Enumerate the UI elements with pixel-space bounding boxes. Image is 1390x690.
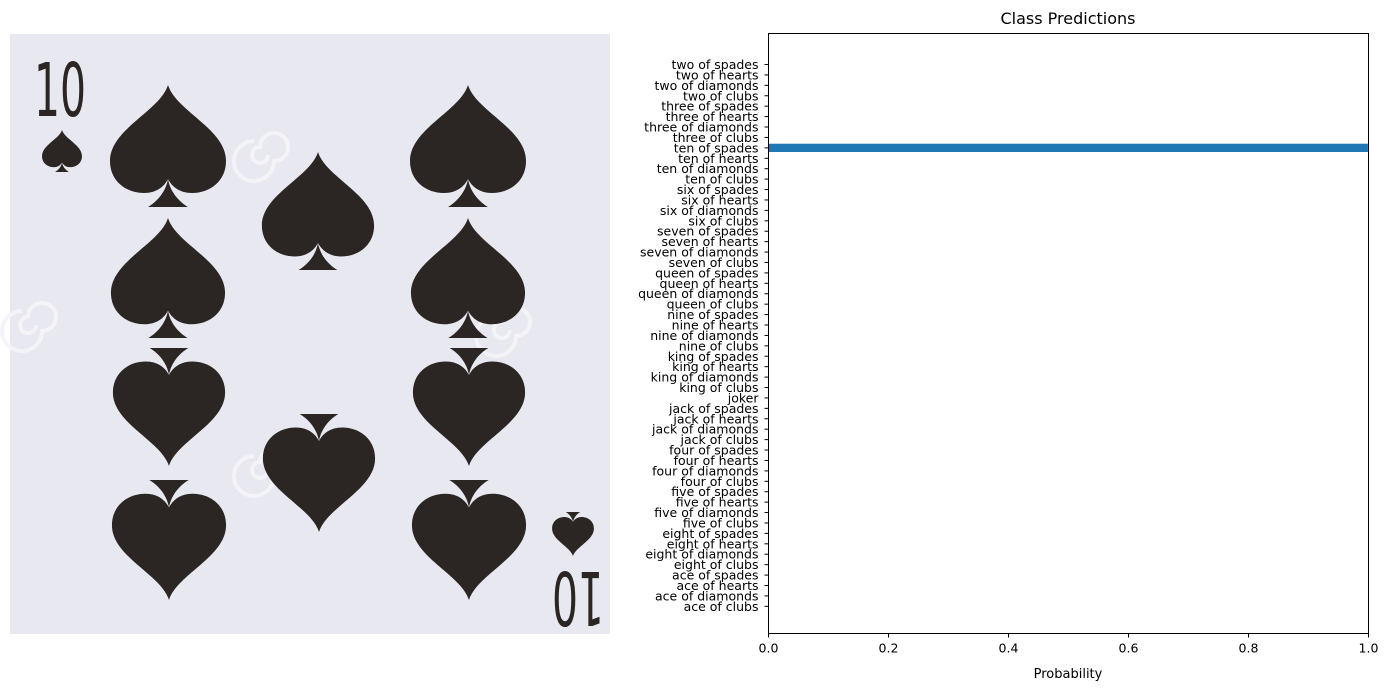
y-tick-label: jack of hearts: [672, 411, 758, 426]
y-tick-label: seven of spades: [657, 224, 758, 239]
y-tick-label: ten of hearts: [678, 151, 758, 166]
y-tick-label: five of diamonds: [654, 505, 758, 520]
y-tick-label: ace of clubs: [684, 599, 759, 614]
y-tick-label: eight of clubs: [674, 557, 759, 572]
x-tick-label: 0.4: [999, 641, 1019, 656]
y-tick-label: seven of diamonds: [640, 245, 758, 260]
y-tick-label: six of spades: [677, 182, 759, 197]
y-tick-label: nine of spades: [667, 307, 758, 322]
y-tick-label: five of clubs: [683, 515, 759, 530]
y-tick-label: four of hearts: [674, 453, 759, 468]
y-tick-label: three of clubs: [673, 130, 759, 145]
card-rank-bottom: 10: [552, 554, 604, 640]
y-tick-label: eight of spades: [662, 526, 758, 541]
y-tick-label: king of hearts: [672, 359, 758, 374]
x-tick-label: 0.6: [1119, 641, 1139, 656]
y-tick-label: ten of clubs: [685, 172, 758, 187]
y-tick-label: ten of diamonds: [657, 161, 759, 176]
chart-title: Class Predictions: [1001, 9, 1136, 28]
y-tick-label: joker: [727, 390, 760, 405]
y-tick-label: nine of hearts: [672, 318, 759, 333]
y-tick-label: king of clubs: [679, 380, 758, 395]
y-tick-label: two of hearts: [676, 67, 759, 82]
y-tick-label: nine of diamonds: [650, 328, 758, 343]
y-tick-label: jack of spades: [668, 401, 758, 416]
y-tick-label: four of spades: [669, 443, 758, 458]
y-tick-label: queen of diamonds: [638, 286, 758, 301]
plot-frame: [768, 33, 1369, 634]
y-tick-label: three of spades: [661, 99, 758, 114]
y-tick-label: queen of spades: [655, 265, 758, 280]
bars-layer: [768, 143, 1368, 153]
y-tick-label: king of spades: [668, 349, 759, 364]
y-tick-label: jack of clubs: [680, 432, 759, 447]
y-tick-label: six of clubs: [688, 213, 758, 228]
y-tick-label: eight of diamonds: [645, 547, 758, 562]
y-tick-label: five of spades: [671, 484, 758, 499]
y-tick-label: four of diamonds: [652, 463, 758, 478]
x-tick-label: 0.2: [879, 641, 899, 656]
y-tick-label: three of hearts: [666, 109, 759, 124]
bar: [768, 143, 1368, 153]
y-tick-label: two of spades: [671, 57, 758, 72]
y-tick-label: queen of hearts: [660, 276, 759, 291]
y-tick-label: king of diamonds: [651, 370, 759, 385]
y-tick-label: ten of spades: [674, 140, 759, 155]
x-axis-label: Probability: [1034, 667, 1103, 682]
y-tick-label: ace of diamonds: [655, 588, 758, 603]
y-tick-label: two of clubs: [683, 88, 758, 103]
y-tick-label: seven of hearts: [661, 234, 758, 249]
y-tick-label: four of clubs: [681, 474, 759, 489]
y-tick-label: six of diamonds: [660, 203, 759, 218]
x-tick-label: 1.0: [1359, 641, 1379, 656]
y-tick-label: ace of hearts: [676, 578, 758, 593]
y-tick-label: seven of clubs: [669, 255, 759, 270]
y-tick-label: three of diamonds: [644, 120, 758, 135]
y-tick-label: queen of clubs: [667, 297, 759, 312]
y-tick-label: six of hearts: [681, 192, 758, 207]
x-tick-label: 0.0: [759, 641, 779, 656]
y-tick-label: eight of hearts: [667, 536, 759, 551]
y-tick-label: nine of clubs: [679, 338, 759, 353]
card-image: 10 10: [0, 34, 610, 640]
card-rank-top: 10: [34, 48, 86, 134]
y-tick-label: jack of diamonds: [651, 422, 759, 437]
y-tick-label: ace of spades: [672, 568, 758, 583]
x-tick-labels: 0.0 0.2 0.4 0.6 0.8 1.0: [759, 633, 1379, 656]
y-tick-label: five of hearts: [676, 495, 759, 510]
y-tick-label: two of diamonds: [654, 78, 758, 93]
x-tick-label: 0.8: [1239, 641, 1259, 656]
